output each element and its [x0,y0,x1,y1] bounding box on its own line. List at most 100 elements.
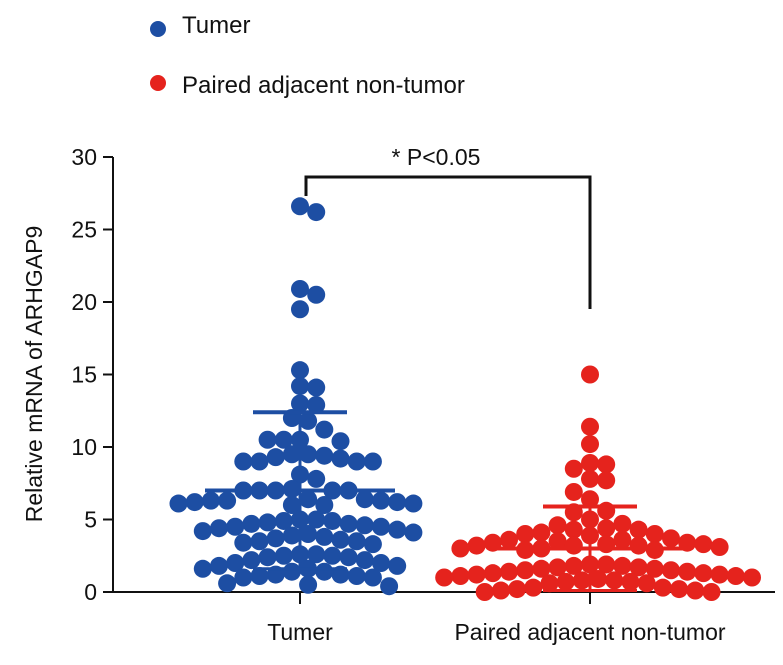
data-point [388,520,407,539]
data-point [234,452,253,471]
data-point [185,493,204,512]
data-point [435,568,454,587]
data-point [291,361,309,380]
data-point [694,564,713,583]
data-point [282,496,301,514]
data-point [653,578,672,597]
data-point [355,551,374,570]
data-point [282,445,301,464]
legend-marker-non-tumor [150,75,166,91]
data-point [291,377,309,396]
data-point [388,493,407,512]
data-point [234,568,253,587]
data-point [662,529,680,548]
data-point [686,581,705,600]
data-point [331,449,350,468]
data-point [548,558,567,577]
data-point [710,538,729,557]
y-axis-label: Relative mRNA of ARHGAP9 [21,226,47,523]
data-point [678,562,697,581]
data-point [372,517,390,536]
data-point [193,559,212,578]
data-point [242,514,261,533]
legend-label-non-tumor: Paired adjacent non-tumor [182,72,465,99]
data-points [169,197,761,601]
y-tick-label: 20 [71,289,97,315]
legend-marker-tumer [150,21,166,37]
data-point [307,510,326,529]
data-point [299,490,318,509]
data-point [355,516,374,535]
data-point [266,529,285,548]
data-point [363,535,382,554]
data-point [307,469,326,488]
x-tick-label: Paired adjacent non-tumor [454,619,725,645]
data-point [702,583,721,601]
significance-label: * P<0.05 [392,144,481,170]
data-point [572,571,591,590]
data-point [548,532,567,551]
data-point [532,523,551,542]
data-point [645,525,664,543]
data-point [193,522,212,541]
y-tick-label: 30 [71,144,97,170]
data-point [347,567,366,586]
data-point [581,435,599,454]
data-point [475,583,494,601]
y-tick-label: 5 [84,507,97,533]
data-point [645,559,664,578]
data-point [363,568,382,587]
data-point [307,545,326,564]
data-point [564,536,583,555]
data-point [315,496,334,514]
data-point [299,445,318,464]
data-point [282,562,301,581]
data-point [532,559,551,578]
data-point [404,523,423,542]
data-point [169,494,188,513]
data-point [315,420,334,439]
data-point [258,513,277,532]
data-point [291,300,309,319]
y-tick-label: 25 [71,217,97,243]
legend: Tumer Paired adjacent non-tumor [150,12,465,99]
data-point [307,395,326,414]
data-point [218,491,237,510]
y-tick-label: 15 [71,362,97,388]
data-point [226,554,245,572]
data-point [605,571,624,590]
data-point [662,561,680,580]
data-point [315,527,334,546]
significance-bracket: * P<0.05 [304,144,592,309]
data-point [258,430,277,449]
data-point [339,548,358,567]
data-point [355,490,374,509]
data-point [372,554,390,572]
data-point [299,575,318,594]
data-point [451,539,470,558]
data-point [524,578,543,597]
x-tick-label: Tumer [267,619,333,645]
data-point [743,568,761,587]
y-axis: 0 5 10 15 20 25 30 [71,144,114,605]
data-point [299,525,318,543]
data-point [491,581,510,600]
data-point [629,558,648,577]
data-point [516,525,535,543]
data-point [564,459,583,478]
data-point [404,494,423,513]
data-point [282,526,301,545]
y-tick-label: 10 [71,434,97,460]
data-point [347,532,366,551]
data-point [581,453,599,472]
data-point [250,532,269,551]
data-point [564,482,583,501]
data-point [621,572,640,591]
data-point [710,565,729,584]
data-point [467,536,486,555]
data-point [637,574,656,593]
data-point [581,469,599,488]
data-point [629,536,648,555]
data-point [347,452,366,471]
